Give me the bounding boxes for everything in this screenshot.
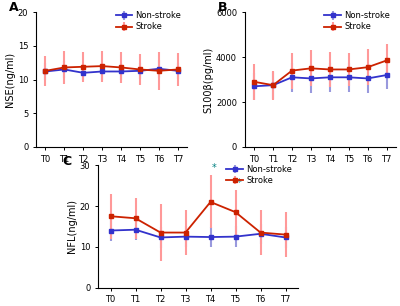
Legend: Non-stroke, Stroke: Non-stroke, Stroke — [323, 10, 392, 33]
Text: B: B — [218, 2, 227, 14]
Text: C: C — [62, 155, 71, 168]
Legend: Non-stroke, Stroke: Non-stroke, Stroke — [225, 163, 294, 187]
Text: *: * — [212, 163, 217, 174]
Text: A: A — [9, 2, 18, 14]
Y-axis label: NFL(ng/ml): NFL(ng/ml) — [67, 200, 77, 253]
Legend: Non-stroke, Stroke: Non-stroke, Stroke — [114, 10, 183, 33]
Y-axis label: NSE(ng/ml): NSE(ng/ml) — [5, 52, 15, 107]
Y-axis label: S100β(pg/ml): S100β(pg/ml) — [203, 47, 213, 113]
Text: *: * — [237, 178, 242, 188]
